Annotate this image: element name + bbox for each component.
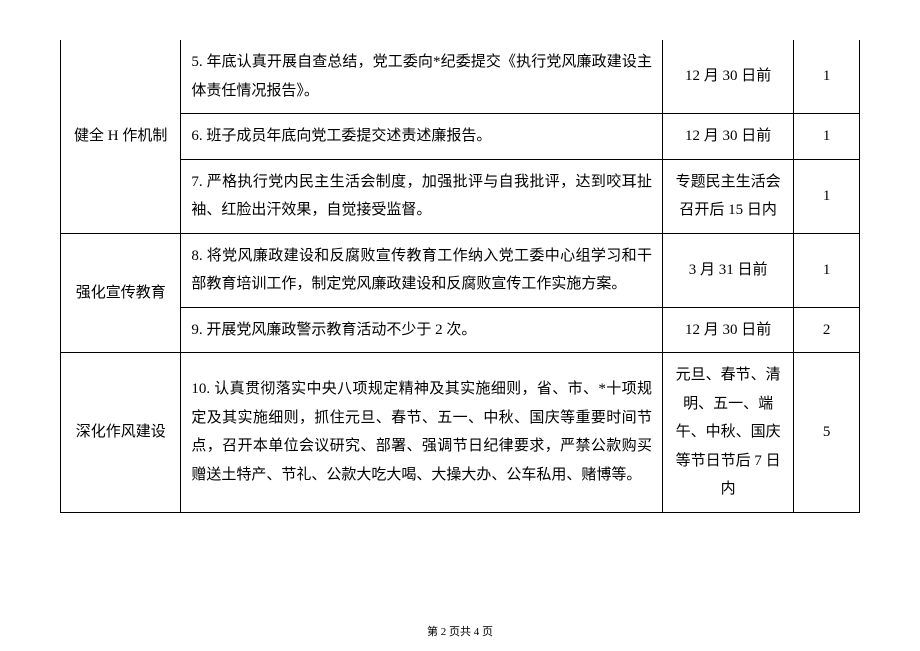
- table-row: 9. 开展党风廉政警示教育活动不少于 2 次。 12 月 30 日前 2: [61, 307, 860, 353]
- content-cell: 8. 将党风廉政建设和反腐败宣传教育工作纳入党工委中心组学习和干部教育培训工作，…: [181, 233, 663, 307]
- category-cell: 深化作风建设: [61, 353, 181, 513]
- content-cell: 7. 严格执行党内民主生活会制度，加强批评与自我批评，达到咬耳扯袖、红脸出汗效果…: [181, 159, 663, 233]
- deadline-cell: 专题民主生活会召开后 15 日内: [662, 159, 793, 233]
- document-table: 健全 H 作机制 5. 年底认真开展自查总结，党工委向*纪委提交《执行党风廉政建…: [60, 40, 860, 513]
- deadline-cell: 12 月 30 日前: [662, 307, 793, 353]
- deadline-cell: 12 月 30 日前: [662, 40, 793, 114]
- table-row: 深化作风建设 10. 认真贯彻落实中央八项规定精神及其实施细则，省、市、*十项规…: [61, 353, 860, 513]
- score-cell: 1: [794, 233, 860, 307]
- content-cell: 5. 年底认真开展自查总结，党工委向*纪委提交《执行党风廉政建设主体责任情况报告…: [181, 40, 663, 114]
- table-row: 强化宣传教育 8. 将党风廉政建设和反腐败宣传教育工作纳入党工委中心组学习和干部…: [61, 233, 860, 307]
- table-row: 7. 严格执行党内民主生活会制度，加强批评与自我批评，达到咬耳扯袖、红脸出汗效果…: [61, 159, 860, 233]
- category-cell: 健全 H 作机制: [61, 40, 181, 233]
- score-cell: 2: [794, 307, 860, 353]
- deadline-cell: 3 月 31 日前: [662, 233, 793, 307]
- content-cell: 10. 认真贯彻落实中央八项规定精神及其实施细则，省、市、*十项规定及其实施细则…: [181, 353, 663, 513]
- content-cell: 6. 班子成员年底向党工委提交述责述廉报告。: [181, 114, 663, 160]
- score-cell: 1: [794, 114, 860, 160]
- score-cell: 1: [794, 40, 860, 114]
- score-cell: 5: [794, 353, 860, 513]
- table-row: 6. 班子成员年底向党工委提交述责述廉报告。 12 月 30 日前 1: [61, 114, 860, 160]
- content-cell: 9. 开展党风廉政警示教育活动不少于 2 次。: [181, 307, 663, 353]
- deadline-cell: 12 月 30 日前: [662, 114, 793, 160]
- table-row: 健全 H 作机制 5. 年底认真开展自查总结，党工委向*纪委提交《执行党风廉政建…: [61, 40, 860, 114]
- page-footer: 第 2 页共 4 页: [0, 623, 920, 639]
- category-cell: 强化宣传教育: [61, 233, 181, 353]
- score-cell: 1: [794, 159, 860, 233]
- deadline-cell: 元旦、春节、清明、五一、端午、中秋、国庆等节日节后 7 日内: [662, 353, 793, 513]
